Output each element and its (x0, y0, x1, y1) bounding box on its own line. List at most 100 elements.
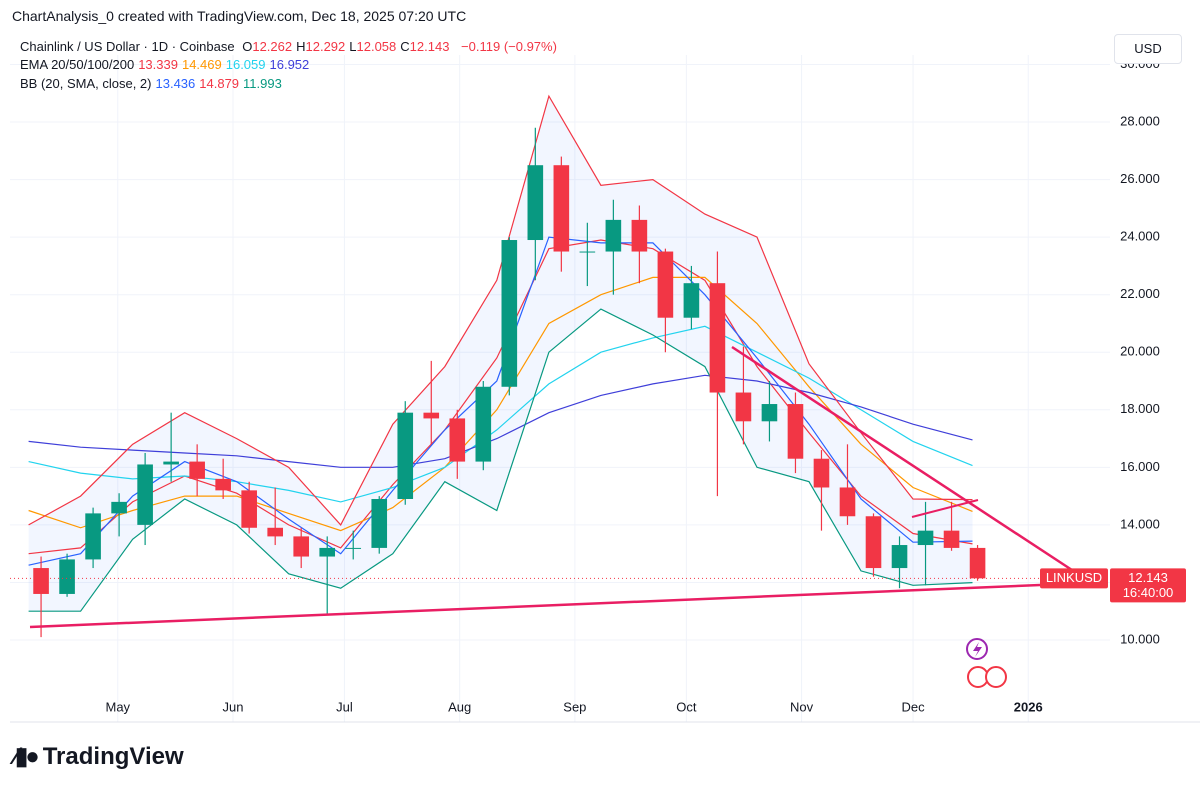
indicator-value: 16.952 (269, 57, 310, 72)
candle-body (891, 545, 908, 569)
legend-bb-row: BB (20, SMA, close, 2) 13.436 14.879 11.993 (20, 76, 286, 91)
candle-body (397, 412, 414, 499)
ohlc-value: 12.292 (305, 39, 346, 54)
candle-body (241, 490, 257, 528)
y-tick-label: 22.000 (1120, 286, 1160, 301)
y-tick-label: 16.000 (1120, 459, 1160, 474)
lightning-icon (973, 642, 982, 657)
candle-body (85, 513, 101, 560)
symbol-tag (1040, 568, 1108, 589)
x-tick-label: Oct (676, 699, 697, 714)
logo-text: TradingView (42, 743, 184, 770)
indicator-line (28, 308, 973, 612)
ohlc: O12.262 H12.292 L12.058 C12.143 (242, 39, 453, 54)
legend-ema-row: EMA 20/50/100/200 13.339 14.469 16.059 16.95… (20, 57, 313, 72)
indicator-value: 14.469 (181, 57, 222, 72)
y-tick-label: 18.000 (1120, 401, 1160, 416)
x-tick-label: Jul (336, 699, 353, 714)
indicator-value: 16.059 (225, 57, 266, 72)
candle-body (163, 461, 179, 465)
candle-body (137, 464, 153, 525)
symbol-tag-text: LINKUSD (1046, 570, 1102, 585)
x-tick-label: Sep (563, 699, 586, 714)
candle-body (605, 219, 622, 252)
price-tag-value: 12.143 (1128, 570, 1168, 585)
indicator-value: 11.993 (243, 76, 282, 91)
candle-body (553, 165, 570, 252)
grid (10, 55, 1110, 722)
indicator-line (28, 374, 973, 468)
y-tick-label: 24.000 (1120, 229, 1160, 244)
resistance-trendline (731, 345, 1076, 574)
x-tick-label: Jun (222, 699, 243, 714)
candle-body (319, 547, 336, 557)
flag-icon[interactable] (985, 666, 1007, 688)
candle-body (189, 461, 205, 479)
change: −0.119 (−0.97%) (461, 39, 557, 54)
candle-body (475, 386, 492, 462)
ohlc-value: 12.143 (409, 39, 450, 54)
candle-body (683, 283, 700, 318)
candle-body (449, 418, 466, 462)
x-tick-label: Aug (448, 699, 471, 714)
indicator-value: 13.436 (155, 76, 196, 91)
indicator-value: 14.879 (199, 76, 240, 91)
x-tick-label: Nov (790, 699, 814, 714)
y-tick-label: 26.000 (1120, 171, 1160, 186)
indicator-label: BB (20, SMA, close, 2) (20, 76, 152, 91)
candle-body (33, 568, 49, 594)
candle-body (787, 404, 804, 459)
price-tag (1110, 568, 1186, 603)
candle-body (969, 547, 986, 579)
header: ChartAnalysis_0 created with TradingView… (12, 8, 467, 24)
candle-body (215, 478, 231, 491)
x-tick-label: Dec (901, 699, 925, 714)
candle-body (839, 487, 856, 517)
candle-body (709, 283, 726, 393)
ohlc-label: L (349, 39, 357, 54)
candle-body (735, 392, 752, 422)
ohlc-value: 12.262 (252, 39, 293, 54)
symbol: Chainlink / US Dollar · 1D · Coinbase (20, 39, 235, 54)
indicator-line (28, 276, 973, 532)
candle-body (501, 240, 518, 387)
candle-body (579, 251, 596, 253)
ohlc-value: 12.058 (356, 39, 397, 54)
y-axis-panel (1110, 30, 1200, 730)
indicator-line (28, 236, 973, 566)
candle-body (917, 530, 934, 546)
ohlc-label: O (242, 39, 253, 54)
currency-button[interactable]: USD (1114, 34, 1182, 64)
indicator-label: EMA 20/50/100/200 (20, 57, 135, 72)
bollinger-band-fill (28, 96, 973, 612)
x-tick-label: May (105, 699, 130, 714)
x-tick-label: 2026 (1014, 699, 1043, 714)
indicator-value: 13.339 (138, 57, 178, 72)
candle-body (345, 547, 362, 549)
price-tag-countdown: 16:40:00 (1123, 585, 1174, 600)
axes: 10.00012.00014.00016.00018.00020.00022.0… (105, 56, 1186, 714)
y-tick-label: 28.000 (1120, 113, 1160, 128)
candle-body (657, 251, 674, 318)
y-tick-label: 20.000 (1120, 344, 1160, 359)
short-trendline (911, 499, 979, 518)
ohlc-label: C (400, 39, 410, 54)
candle-body (293, 536, 310, 557)
candle-body (111, 501, 127, 514)
candle-body (59, 559, 75, 594)
candle-body (813, 458, 830, 488)
candle-body (943, 530, 960, 548)
plot (10, 94, 1110, 638)
ohlc-label: H (296, 39, 306, 54)
candle-body (527, 165, 544, 241)
indicator-line (28, 325, 973, 503)
indicator-line (28, 94, 973, 526)
candle-body (631, 219, 648, 252)
candle-body (423, 412, 440, 419)
support-trendline (29, 583, 1041, 629)
y-tick-label: 14.000 (1120, 516, 1160, 531)
candle-body (761, 404, 778, 422)
logo: ⁄▮● TradingView (14, 743, 184, 770)
